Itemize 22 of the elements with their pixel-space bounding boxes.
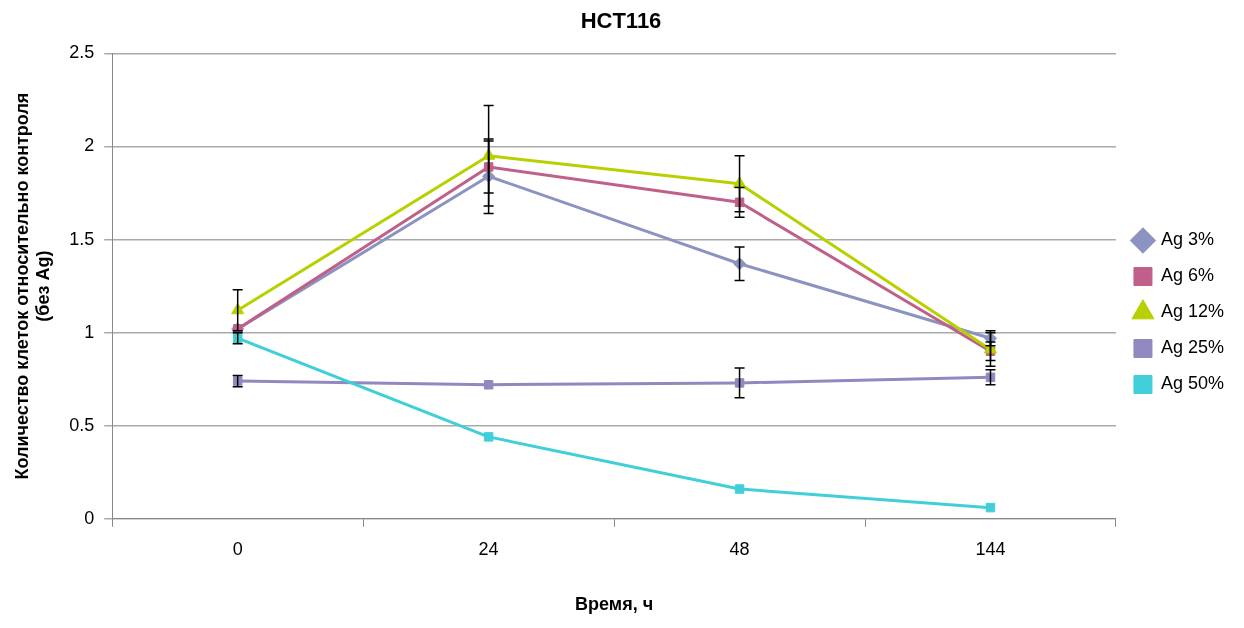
chart-title: HCT116 bbox=[580, 8, 662, 34]
point bbox=[734, 484, 745, 494]
legend-label: Ag 25% bbox=[1160, 337, 1224, 358]
x-tick-label: 0 bbox=[232, 538, 243, 559]
y-axis-title: Количество клеток относительно контроля (без Ag) bbox=[11, 92, 54, 480]
y-tick-label: 2 bbox=[84, 135, 95, 156]
y-tick-label: 0 bbox=[84, 507, 95, 528]
point bbox=[483, 380, 494, 390]
point bbox=[985, 502, 996, 513]
x-tick-label: 48 bbox=[729, 538, 750, 559]
point bbox=[483, 432, 494, 442]
legend-label: Ag 6% bbox=[1160, 265, 1214, 286]
legend-label: Ag 50% bbox=[1160, 373, 1224, 394]
x-tick-label: 144 bbox=[975, 538, 1006, 559]
x-axis-title: Время, ч bbox=[575, 594, 654, 615]
y-tick-label: 2.5 bbox=[69, 42, 95, 63]
y-tick-label: 1.5 bbox=[69, 228, 95, 249]
legend-label: Ag 3% bbox=[1160, 229, 1214, 250]
x-tick-label: 24 bbox=[478, 538, 499, 559]
y-tick-label: 1 bbox=[84, 321, 95, 342]
legend-label: Ag 12% bbox=[1160, 301, 1224, 322]
y-tick-label: 0.5 bbox=[69, 414, 95, 435]
